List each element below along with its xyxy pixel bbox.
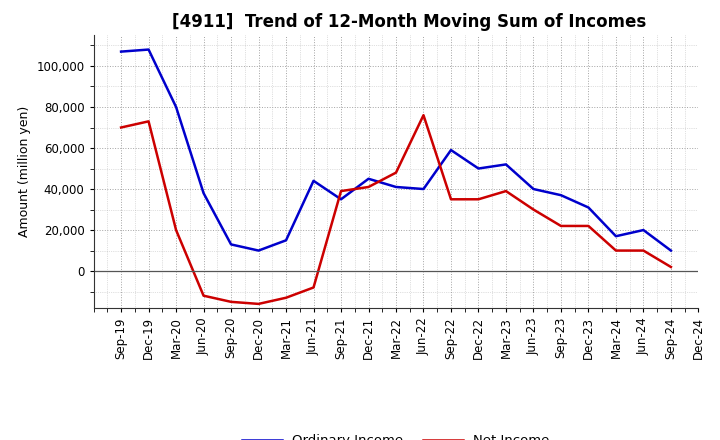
Net Income [282, 295, 290, 301]
Ordinary Income [529, 187, 538, 192]
Text: [4911]  Trend of 12-Month Moving Sum of Incomes: [4911] Trend of 12-Month Moving Sum of I… [172, 13, 647, 31]
Ordinary Income [419, 187, 428, 192]
Net Income [557, 224, 565, 229]
Net Income [419, 113, 428, 118]
Ordinary Income [254, 248, 263, 253]
Ordinary Income [364, 176, 373, 181]
Ordinary Income [611, 234, 620, 239]
Ordinary Income [557, 193, 565, 198]
Net Income [254, 301, 263, 307]
Net Income [667, 264, 675, 270]
Ordinary Income [282, 238, 290, 243]
Net Income [474, 197, 483, 202]
Net Income [144, 119, 153, 124]
Ordinary Income [199, 191, 208, 196]
Line: Net Income: Net Income [121, 115, 671, 304]
Ordinary Income [117, 49, 125, 54]
Net Income [227, 299, 235, 304]
Legend: Ordinary Income, Net Income: Ordinary Income, Net Income [237, 429, 555, 440]
Net Income [364, 184, 373, 190]
Line: Ordinary Income: Ordinary Income [121, 50, 671, 250]
Ordinary Income [337, 197, 346, 202]
Ordinary Income [144, 47, 153, 52]
Ordinary Income [584, 205, 593, 210]
Net Income [337, 188, 346, 194]
Ordinary Income [446, 147, 455, 153]
Ordinary Income [172, 104, 181, 110]
Net Income [392, 170, 400, 175]
Net Income [639, 248, 648, 253]
Net Income [117, 125, 125, 130]
Ordinary Income [227, 242, 235, 247]
Net Income [529, 207, 538, 212]
Net Income [446, 197, 455, 202]
Net Income [584, 224, 593, 229]
Net Income [309, 285, 318, 290]
Y-axis label: Amount (million yen): Amount (million yen) [18, 106, 31, 237]
Net Income [611, 248, 620, 253]
Net Income [199, 293, 208, 298]
Ordinary Income [392, 184, 400, 190]
Ordinary Income [667, 248, 675, 253]
Net Income [502, 188, 510, 194]
Net Income [172, 227, 181, 233]
Ordinary Income [502, 162, 510, 167]
Ordinary Income [309, 178, 318, 183]
Ordinary Income [474, 166, 483, 171]
Ordinary Income [639, 227, 648, 233]
